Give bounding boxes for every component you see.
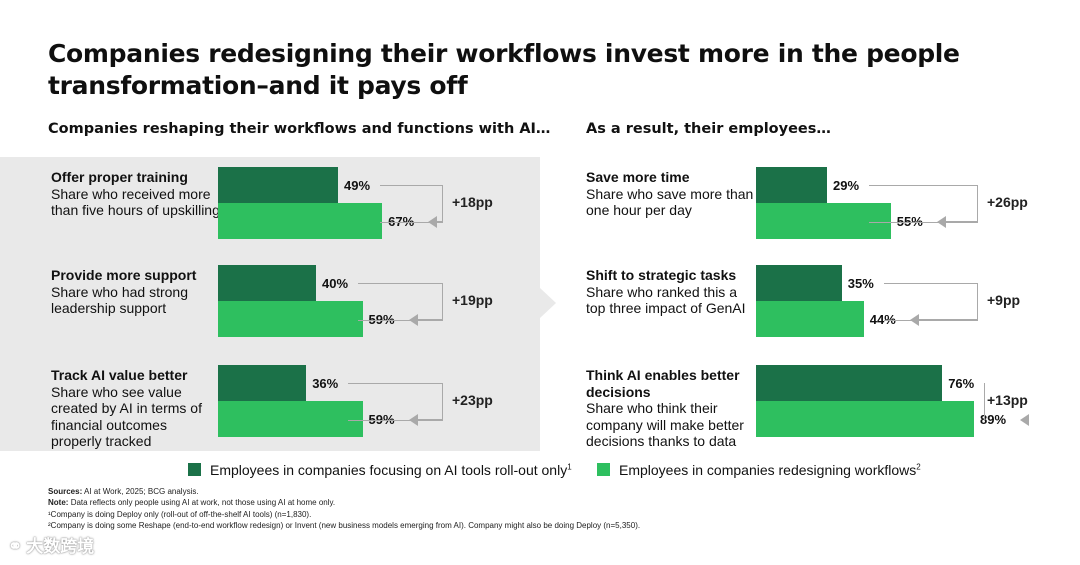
metric-title: Think AI enables better decisions xyxy=(586,367,740,400)
value-label-rollout: 35% xyxy=(847,276,874,291)
legend-footnote-2: 2 xyxy=(916,462,921,472)
metric-label: Save more time Share who save more than o… xyxy=(586,169,756,219)
bar-rollout xyxy=(218,365,307,401)
note-label: Note: xyxy=(48,498,69,508)
legend-item-redesign: Employees in companies redesigning workf… xyxy=(597,462,921,478)
metric-title: Offer proper training xyxy=(51,169,188,185)
sources-line: Sources: AI at Work, 2025; BCG analysis. xyxy=(48,486,948,497)
metric-description: Share who think their company will make … xyxy=(586,400,744,449)
right-section-header: As a result, their employees… xyxy=(586,121,831,137)
value-label-rollout: 76% xyxy=(948,376,975,391)
delta-label: +26pp xyxy=(987,194,1028,210)
delta-connector xyxy=(883,283,978,321)
bar-rollout xyxy=(218,265,316,301)
delta-arrow-icon xyxy=(909,314,919,326)
watermark-text: 大数跨境 xyxy=(26,537,95,556)
delta-connector xyxy=(984,383,986,421)
delta-connector xyxy=(869,185,978,223)
value-label-rollout: 49% xyxy=(344,178,371,193)
delta-label: +23pp xyxy=(452,392,493,408)
metric-description: Share who had strong leadership support xyxy=(51,283,188,317)
delta-connector-tail xyxy=(944,221,977,222)
delta-arrow-icon xyxy=(936,216,946,228)
legend-swatch-light xyxy=(597,463,610,476)
bar-redesign xyxy=(756,401,975,437)
bar-redesign xyxy=(756,301,864,337)
delta-connector-tail xyxy=(416,319,442,320)
footnote-1: ¹Company is doing Deploy only (roll-out … xyxy=(48,509,312,519)
sources-label: Sources: xyxy=(48,487,83,496)
footnote-2: ²Company is doing some Reshape (end-to-e… xyxy=(48,520,641,530)
metric-description: Share who received more than five hours … xyxy=(51,185,220,219)
bar-redesign xyxy=(756,203,891,239)
delta-label: +13pp xyxy=(987,392,1028,408)
legend-swatch-dark xyxy=(188,463,201,476)
delta-arrow-icon xyxy=(1020,414,1030,426)
delta-arrow-icon xyxy=(428,216,438,228)
metric-description: Share who ranked this a top three impact… xyxy=(586,283,746,317)
legend-item-rollout: Employees in companies focusing on AI to… xyxy=(188,462,572,478)
footnotes: Sources: AI at Work, 2025; BCG analysis.… xyxy=(48,486,948,531)
delta-connector xyxy=(348,383,443,421)
metric-title: Shift to strategic tasks xyxy=(586,267,737,283)
bar-rollout xyxy=(756,365,943,401)
bar-redesign xyxy=(218,301,363,337)
delta-label: +9pp xyxy=(987,292,1021,308)
metric-label: Think AI enables better decisions Share w… xyxy=(586,367,756,450)
bar-rollout xyxy=(756,167,828,203)
bar-rollout xyxy=(756,265,842,301)
value-label-rollout: 40% xyxy=(322,276,349,291)
delta-label: +18pp xyxy=(452,194,493,210)
delta-connector xyxy=(358,283,443,321)
page-title: Companies redesigning their workflows in… xyxy=(48,39,960,100)
metric-label: Offer proper training Share who received … xyxy=(51,169,221,219)
metric-description: Share who save more than one hour per da… xyxy=(586,185,754,219)
note-text: Data reflects only people using AI at wo… xyxy=(70,498,336,508)
metric-label: Track AI value better Share who see value… xyxy=(51,367,221,450)
value-label-redesign: 44% xyxy=(869,312,896,327)
legend-label-rollout: Employees in companies focusing on AI to… xyxy=(210,462,568,478)
left-section-header: Companies reshaping their workflows and … xyxy=(48,121,551,137)
metric-label: Shift to strategic tasks Share who ranked… xyxy=(586,267,756,317)
value-label-rollout: 36% xyxy=(312,376,339,391)
bar-redesign xyxy=(218,401,363,437)
legend-label-redesign: Employees in companies redesigning workf… xyxy=(619,462,917,478)
delta-arrow-icon xyxy=(408,414,418,426)
delta-connector-tail xyxy=(917,319,977,320)
watermark-logo-icon: ⚭ xyxy=(8,537,23,556)
value-label-redesign: 59% xyxy=(368,312,395,327)
metric-label: Provide more support Share who had strong… xyxy=(51,267,221,317)
note-line: Note: Data reflects only people using AI… xyxy=(48,497,948,508)
metric-title: Provide more support xyxy=(51,267,197,283)
metric-description: Share who see value created by AI in ter… xyxy=(51,383,202,450)
value-label-redesign: 55% xyxy=(896,214,923,229)
bar-rollout xyxy=(218,167,339,203)
delta-label: +19pp xyxy=(452,292,493,308)
legend-footnote-1: 1 xyxy=(567,462,572,472)
watermark: ⚭ 大数跨境 xyxy=(8,532,94,557)
sources-text: AI at Work, 2025; BCG analysis. xyxy=(84,487,199,496)
delta-arrow-icon xyxy=(408,314,418,326)
panel-arrow xyxy=(540,288,556,318)
bar-redesign xyxy=(218,203,383,239)
value-label-rollout: 29% xyxy=(833,178,860,193)
delta-connector-tail xyxy=(416,419,442,420)
metric-title: Track AI value better xyxy=(51,367,188,383)
value-label-redesign: 89% xyxy=(980,412,1007,427)
metric-title: Save more time xyxy=(586,169,690,185)
value-label-redesign: 59% xyxy=(368,412,395,427)
value-label-redesign: 67% xyxy=(388,214,415,229)
delta-connector-tail xyxy=(436,221,442,222)
delta-connector xyxy=(380,185,443,223)
